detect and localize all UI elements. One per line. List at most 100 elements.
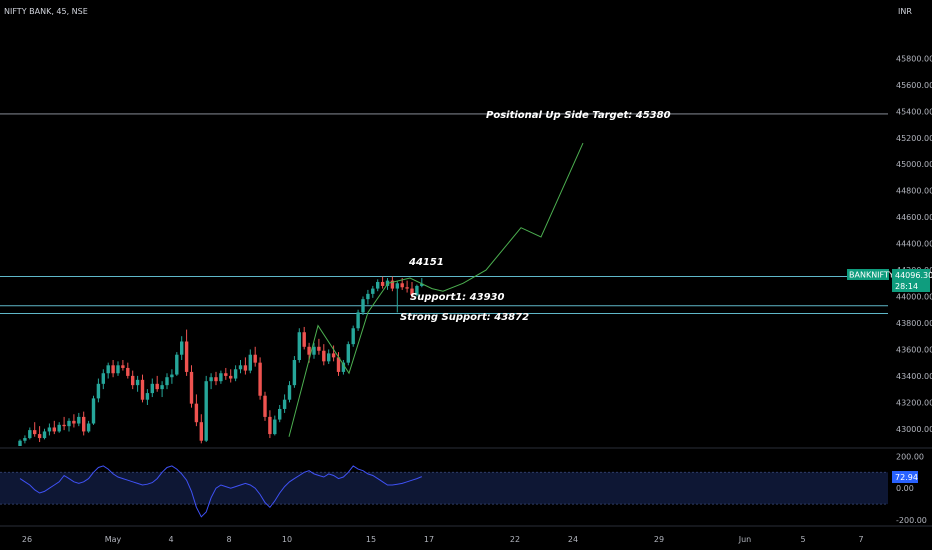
cci-tick-label: -200.00	[896, 516, 927, 525]
candle	[322, 344, 326, 366]
projection-path[interactable]	[288, 142, 584, 437]
price-tick-label: 45400.00	[896, 107, 932, 116]
candle	[23, 435, 27, 444]
candle	[356, 309, 360, 331]
candle	[258, 357, 262, 400]
candle	[312, 342, 316, 359]
price-tick-label: 43000.00	[896, 425, 932, 434]
candle	[331, 345, 336, 362]
time-tick-label: 7	[858, 535, 863, 544]
candle	[175, 352, 179, 376]
cci-tick-label: 200.00	[896, 452, 924, 461]
candle	[160, 381, 164, 398]
candle	[52, 420, 56, 435]
candle	[243, 357, 248, 375]
time-axis[interactable]: 26 May 4 8 10 15 17 22 24 29 Jun 5 7	[22, 535, 864, 544]
candle	[292, 356, 297, 388]
time-tick-label: 10	[282, 535, 292, 544]
candle	[37, 426, 42, 443]
price-tick-label: 44600.00	[896, 213, 932, 222]
candle	[140, 374, 145, 403]
candle	[199, 414, 203, 444]
candle	[145, 389, 150, 405]
candle	[116, 361, 120, 376]
candle	[91, 395, 96, 425]
candle	[405, 280, 409, 293]
price-tick-label: 45800.00	[896, 54, 932, 63]
candle	[302, 326, 306, 350]
last-price-badge	[892, 269, 930, 292]
candle	[42, 428, 47, 440]
candle	[341, 360, 346, 375]
strong-support-annotation: Strong Support: 43872	[400, 312, 529, 323]
price-tick-label: 43200.00	[896, 398, 932, 407]
candle	[28, 427, 32, 440]
candle	[371, 285, 375, 298]
candle	[165, 373, 169, 390]
price-axis[interactable]: 43000.00 43200.00 43400.00 43600.00 43800.00…	[896, 54, 932, 433]
candle	[395, 280, 399, 313]
candle	[150, 378, 154, 398]
candle	[415, 284, 419, 297]
symbol-badge	[847, 269, 889, 280]
time-tick-label: 8	[226, 535, 231, 544]
countdown: 28:14	[895, 282, 918, 291]
candle	[253, 346, 257, 367]
candle	[263, 391, 267, 421]
candle	[327, 349, 331, 364]
candle	[282, 394, 287, 413]
candle	[268, 410, 272, 439]
time-tick-label: 17	[424, 535, 434, 544]
price-tick-label: 43800.00	[896, 319, 932, 328]
candle	[57, 422, 61, 433]
price-tick-label: 44800.00	[896, 187, 932, 196]
price-badge: BANKNIFTY 44096.30 28:14	[847, 269, 932, 292]
candle	[317, 338, 321, 355]
time-tick-label: 24	[568, 535, 578, 544]
candle	[155, 375, 159, 392]
candle	[82, 411, 86, 436]
candle	[214, 371, 218, 386]
price-tick-label: 43400.00	[896, 372, 932, 381]
candle	[184, 329, 189, 376]
candle	[233, 365, 238, 382]
candle	[106, 362, 110, 379]
time-tick-label: 29	[654, 535, 664, 544]
candle	[380, 276, 385, 289]
candle	[219, 370, 223, 384]
candle	[238, 360, 243, 374]
cci-value: 72.94	[895, 473, 918, 482]
candle	[47, 423, 52, 436]
candle	[209, 373, 213, 390]
time-tick-label: 22	[510, 535, 520, 544]
candle	[273, 415, 277, 436]
candle	[390, 276, 395, 292]
candle	[366, 289, 370, 305]
candle	[72, 414, 76, 428]
price-tick-label: 44400.00	[896, 240, 932, 249]
candle	[86, 420, 91, 433]
cci-line	[19, 465, 422, 518]
price-tick-label: 43600.00	[896, 345, 932, 354]
target-annotation: Positional Up Side Target: 45380	[486, 110, 671, 121]
candle	[131, 370, 135, 390]
candle	[351, 325, 355, 347]
candle	[287, 381, 292, 403]
symbol-badge-label: BANKNIFTY	[849, 271, 894, 280]
price-tick-label: 45000.00	[896, 160, 932, 169]
candle	[101, 369, 105, 390]
time-tick-label: 5	[800, 535, 805, 544]
candle	[170, 369, 174, 384]
candle	[346, 341, 350, 366]
candle	[278, 404, 282, 423]
candle	[126, 362, 130, 379]
price-tick-label: 45200.00	[896, 134, 932, 143]
horizontal-levels[interactable]	[0, 113, 888, 314]
candle	[194, 394, 199, 427]
cci-badge: 72.94	[892, 471, 918, 483]
candle	[33, 422, 37, 437]
time-tick-label: 26	[22, 535, 32, 544]
candle	[297, 328, 301, 363]
